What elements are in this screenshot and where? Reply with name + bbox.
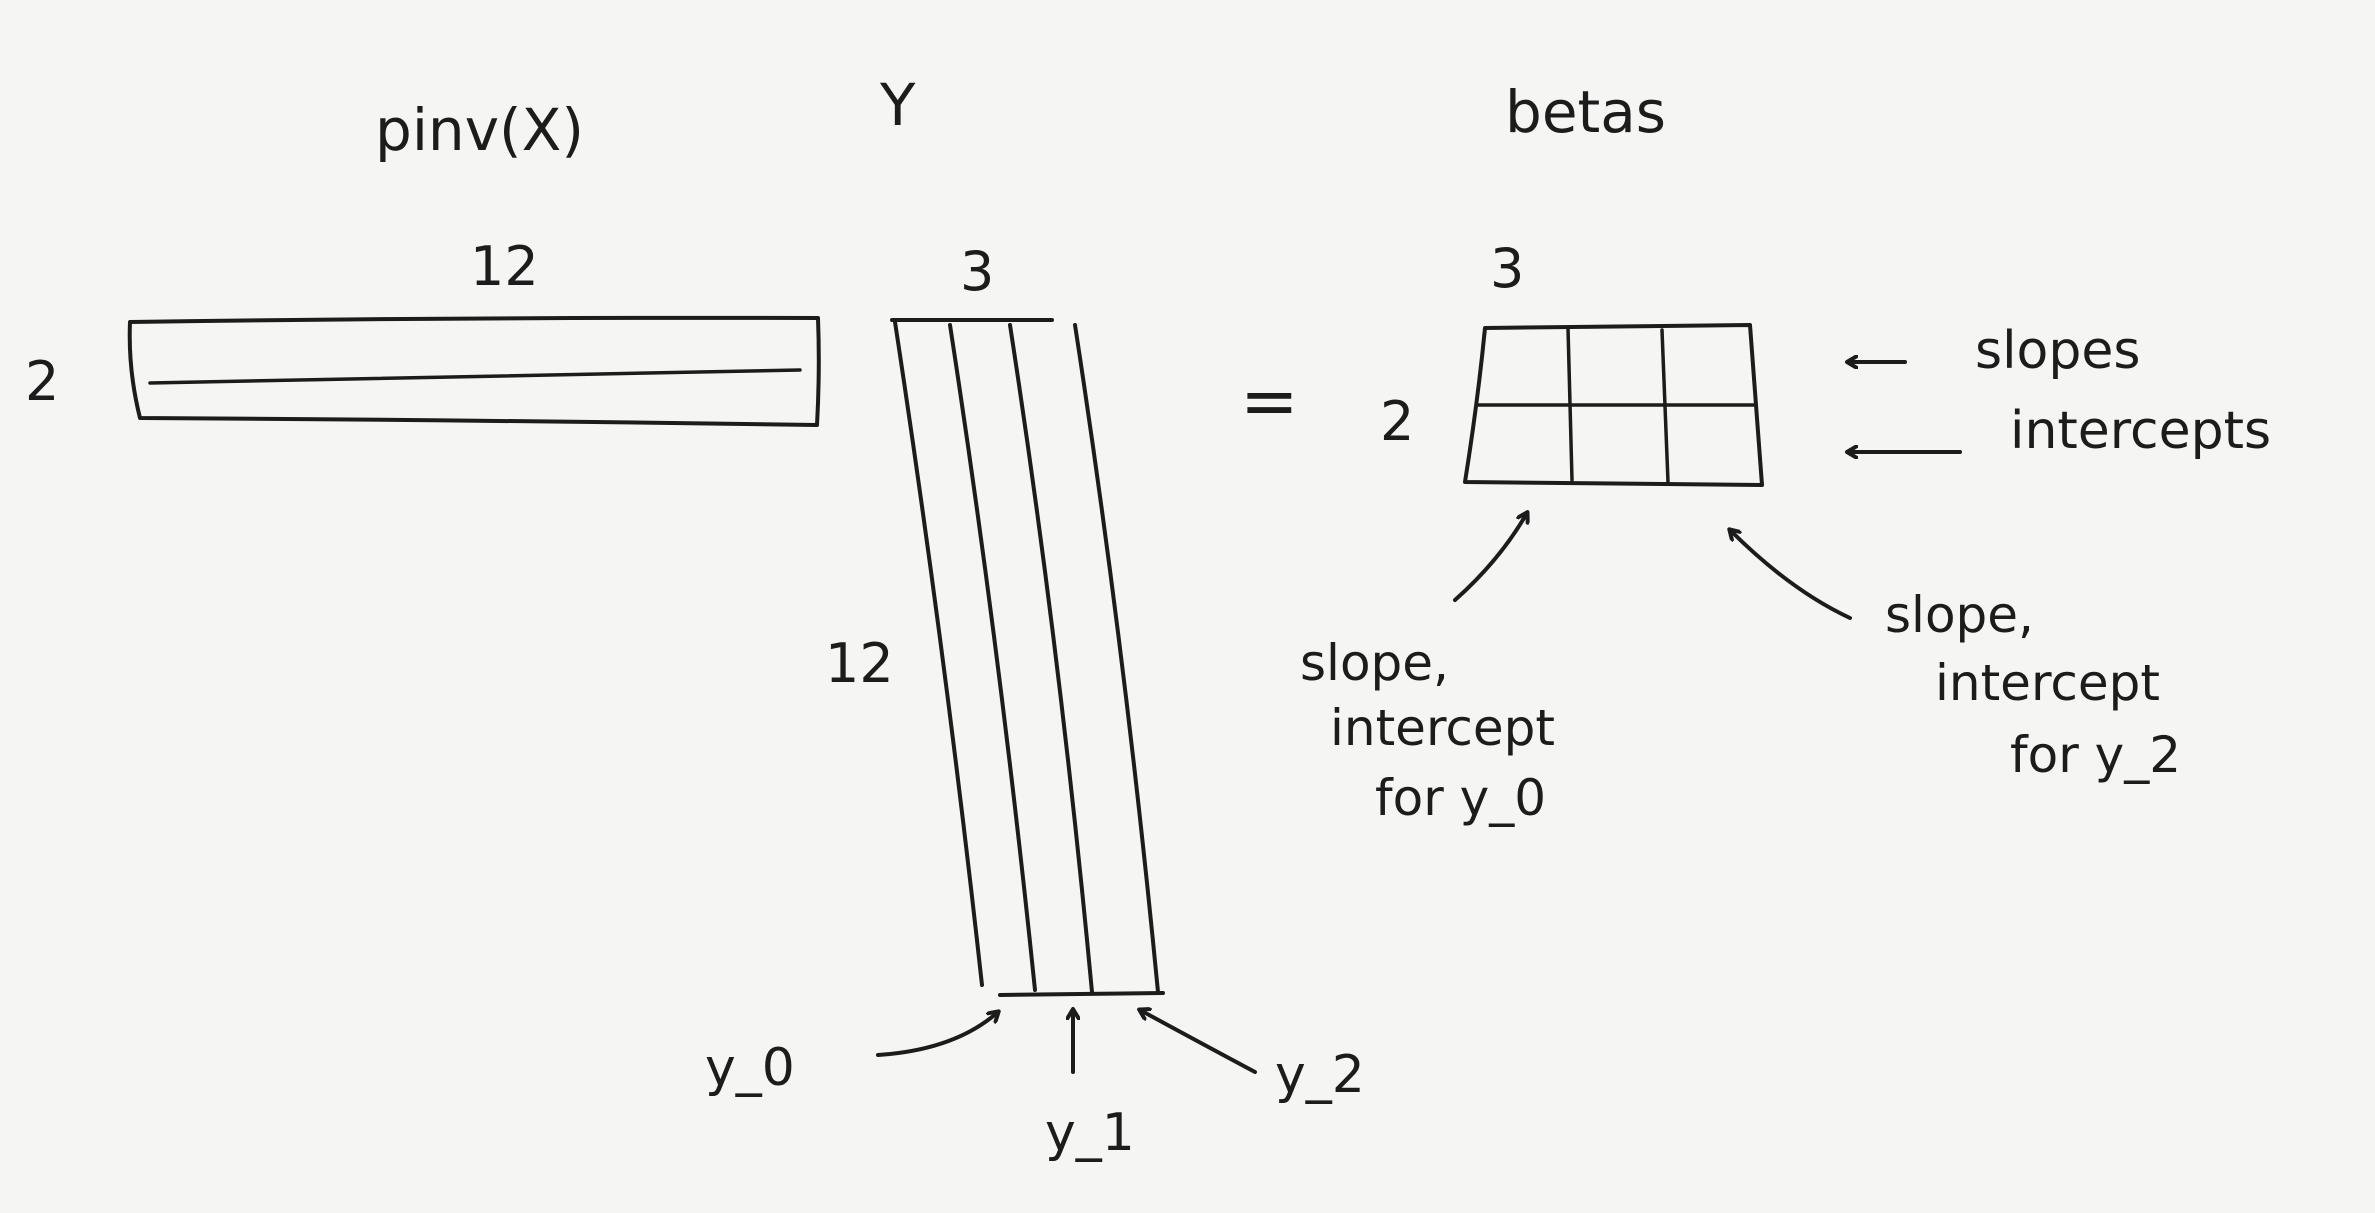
y-heading: Y xyxy=(879,71,916,139)
slopes-label: slopes xyxy=(1975,321,2140,381)
y1-label: y_1 xyxy=(1045,1103,1135,1163)
last-note-line-2: intercept xyxy=(1935,654,2160,712)
y-rows-label: 12 xyxy=(825,632,894,695)
y-cols-label: 3 xyxy=(960,240,994,303)
pinv-matrix xyxy=(127,315,821,427)
intercepts-label: intercepts xyxy=(2010,401,2271,461)
y0-label: y_0 xyxy=(705,1038,795,1098)
last-column-arrow xyxy=(1730,530,1852,620)
y0-arrow xyxy=(876,1012,998,1057)
y-matrix xyxy=(890,318,1165,997)
pinv-rows-label: 2 xyxy=(25,350,59,413)
pinv-cols-label: 12 xyxy=(470,235,539,298)
last-note-line-3: for y_2 xyxy=(2010,726,2181,784)
last-note-line-1: slope, xyxy=(1885,586,2034,644)
equals-sign: = xyxy=(1240,360,1299,442)
first-note-line-3: for y_0 xyxy=(1375,769,1546,827)
pinv-heading: pinv(X) xyxy=(375,96,584,164)
y2-arrow xyxy=(1140,1010,1257,1074)
y2-label: y_2 xyxy=(1275,1045,1365,1105)
first-note-line-1: slope, xyxy=(1300,634,1449,692)
first-note-line-2: intercept xyxy=(1330,699,1555,757)
betas-cols-label: 3 xyxy=(1490,237,1524,300)
last-column-note: slope, intercept for y_2 xyxy=(1885,586,2181,784)
betas-matrix xyxy=(1463,323,1764,487)
first-column-arrow xyxy=(1453,513,1527,602)
betas-rows-label: 2 xyxy=(1380,390,1414,453)
betas-heading: betas xyxy=(1505,78,1666,146)
first-column-note: slope, intercept for y_0 xyxy=(1300,634,1555,827)
